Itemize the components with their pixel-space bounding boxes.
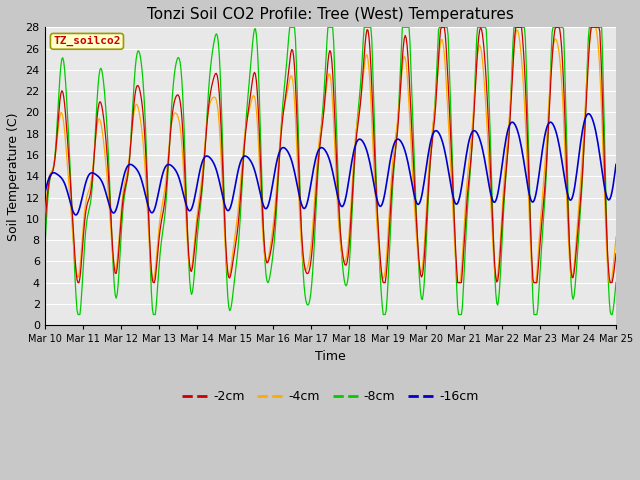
Legend: -2cm, -4cm, -8cm, -16cm: -2cm, -4cm, -8cm, -16cm (177, 385, 484, 408)
Title: Tonzi Soil CO2 Profile: Tree (West) Temperatures: Tonzi Soil CO2 Profile: Tree (West) Temp… (147, 7, 514, 22)
Y-axis label: Soil Temperature (C): Soil Temperature (C) (7, 112, 20, 240)
Text: TZ_soilco2: TZ_soilco2 (53, 36, 121, 47)
X-axis label: Time: Time (315, 350, 346, 363)
